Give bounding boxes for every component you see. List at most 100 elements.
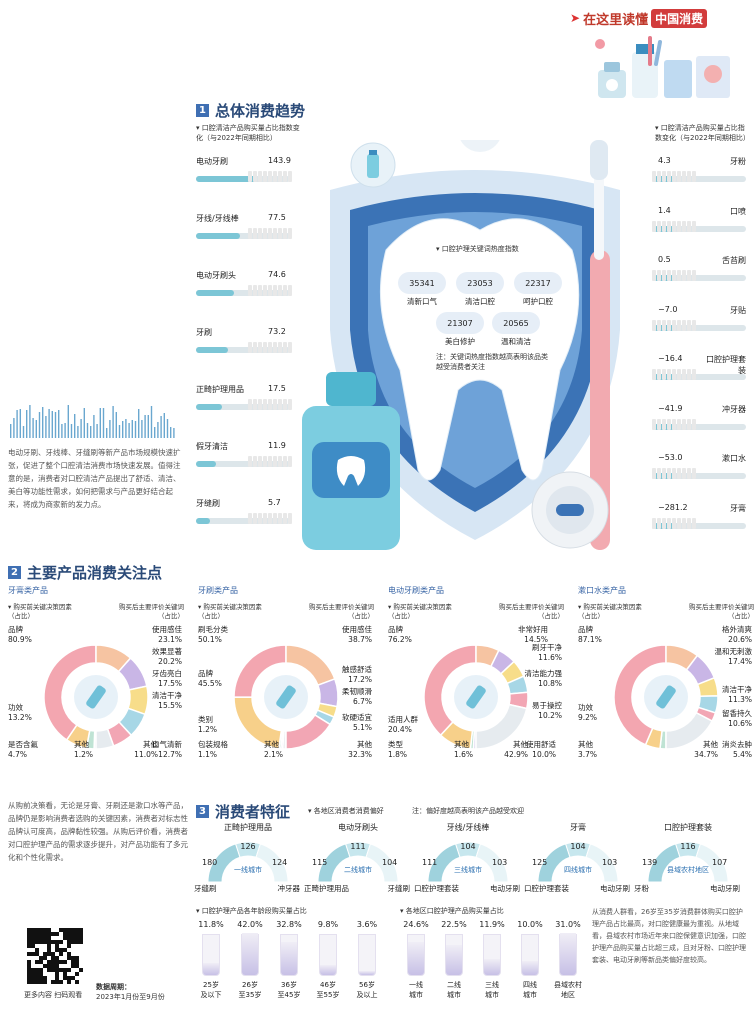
qr-module: [75, 928, 79, 932]
qr-module: [43, 976, 47, 980]
pre-factor-name: 功效: [578, 703, 593, 712]
right-item-brush-bristle: [652, 171, 656, 182]
post-keyword-value: 10.2%: [538, 711, 562, 720]
product-icon: [86, 685, 106, 709]
left-item-brush: [196, 171, 292, 182]
left-item-brush-bristle: [288, 228, 292, 239]
bar-percent: 24.6%: [403, 920, 429, 929]
barcode-bar: [166, 419, 169, 438]
left-item-brush-bristle: [288, 513, 292, 524]
qr-module: [59, 980, 63, 984]
right-item-brush-bristle: [662, 418, 666, 430]
qr-module: [71, 956, 75, 960]
qr-module: [27, 940, 31, 944]
pre-factor-name: 品牌: [198, 669, 213, 678]
keyword-number: 21307: [447, 318, 473, 328]
qr-module: [35, 948, 39, 952]
qr-module: [43, 940, 47, 944]
barcode-bar: [32, 418, 34, 438]
left-item-brush-bristles: [248, 285, 292, 296]
right-item-brush-bristle: [667, 270, 671, 281]
bar-track: [407, 934, 425, 976]
post-keyword-value: 11.0%: [134, 750, 158, 759]
tooth-title: ▾ 口腔护理关键词热度指数: [436, 245, 519, 253]
qr-module: [59, 940, 63, 944]
pre-factor-value: 1.2%: [198, 725, 218, 734]
bar-label: 县域农村 地区: [554, 981, 582, 999]
qr-module: [35, 940, 39, 944]
left-item-value: 77.5: [268, 213, 286, 222]
left-item-brush-bristle: [283, 285, 287, 296]
gauge-left-value: 115: [312, 858, 328, 867]
section1-number: 1: [196, 104, 209, 117]
barcode-bar: [109, 420, 111, 438]
barcode-bar: [128, 423, 130, 438]
qr-module: [39, 928, 43, 932]
pre-factor-label: 品牌 76.2%: [388, 625, 444, 645]
qr-module: [47, 940, 51, 944]
qr-module: [55, 940, 59, 944]
left-item-label: 假牙清洁: [196, 442, 228, 451]
bar-track: [280, 934, 298, 976]
qr-module: [47, 932, 51, 936]
keyword-bubble: 21307: [436, 312, 484, 334]
bar-label: 46岁 至55岁: [316, 981, 340, 999]
right-item-brush-bristle: [682, 418, 686, 430]
qr-code[interactable]: [27, 928, 83, 984]
age-chart-title: ▾ 口腔护理产品各年龄段购买量占比: [196, 907, 307, 915]
qr-module: [67, 956, 71, 960]
right-item-brush-bristle: [652, 270, 656, 281]
right-item-brush-bristle: [662, 369, 666, 380]
left-item-brush-fill: [196, 518, 210, 524]
right-item-brush: [652, 369, 746, 380]
left-item-brush-fill: [196, 347, 228, 353]
pre-factor-name: 其他: [454, 740, 469, 749]
qr-module: [39, 936, 43, 940]
barcode-bar: [13, 418, 15, 438]
region-gauge: 牙膏 125 104 103 四线城市 口腔护理套装 电动牙刷: [524, 822, 630, 898]
gauge-left-label: 正畸护理用品: [304, 884, 349, 893]
keyword-number: 22317: [525, 278, 551, 288]
barcode-bar: [83, 408, 85, 438]
gauge-left-value: 111: [422, 858, 438, 867]
gauge-left-label: 口腔护理套装: [524, 884, 569, 893]
barcode-bar: [102, 408, 105, 438]
qr-module: [67, 928, 71, 932]
panel-category: 牙刷类产品: [198, 586, 238, 595]
left-item-brush-bristle: [278, 342, 282, 353]
post-keyword-name: 温和无刺激: [714, 647, 753, 656]
qr-module: [51, 940, 55, 944]
right-item-label: 漱口水: [722, 454, 746, 463]
right-item-brush: [652, 270, 746, 281]
right-item-brush-bristle: [667, 468, 671, 479]
right-item-brush-bristles: [652, 220, 696, 232]
left-item-brush-bristles: [248, 513, 292, 524]
donut-chart: [613, 644, 719, 750]
pre-factor-name: 类别: [198, 715, 213, 724]
gauge-segment: [365, 843, 399, 883]
qr-module: [31, 968, 35, 972]
pre-factor-name: 类型: [388, 740, 403, 749]
right-item-brush-bristle: [652, 220, 656, 232]
left-item-value: 74.6: [268, 270, 286, 279]
left-item-brush-bristle: [263, 171, 267, 182]
post-keyword-value: 10.0%: [532, 750, 556, 759]
right-item-brush-bristle: [657, 517, 661, 529]
section3-side-text: 从消费人群看，26岁至35岁消费群体购买口腔护理产品占比最高，对口腔健康最为重视…: [592, 908, 746, 964]
gauge-right-label: 电动牙刷: [600, 884, 630, 893]
pre-factor-value: 20.4%: [388, 725, 412, 734]
keyword-label: 美白修护: [445, 337, 475, 346]
left-item-brush-bristle: [283, 228, 287, 239]
post-keyword-value: 17.5%: [158, 679, 182, 688]
bar-percent: 10.0%: [517, 920, 543, 929]
qr-module: [43, 952, 47, 956]
right-item-brush-bristle: [692, 369, 696, 380]
left-item-brush-bristle: [248, 399, 252, 410]
qr-module: [47, 964, 51, 968]
qr-module: [39, 980, 43, 984]
gauge-arc: [647, 841, 729, 883]
qr-module: [79, 936, 83, 940]
left-item-brush-bristle: [258, 399, 262, 410]
right-item-brush-bristle: [677, 369, 681, 380]
barcode-bar: [138, 409, 140, 438]
